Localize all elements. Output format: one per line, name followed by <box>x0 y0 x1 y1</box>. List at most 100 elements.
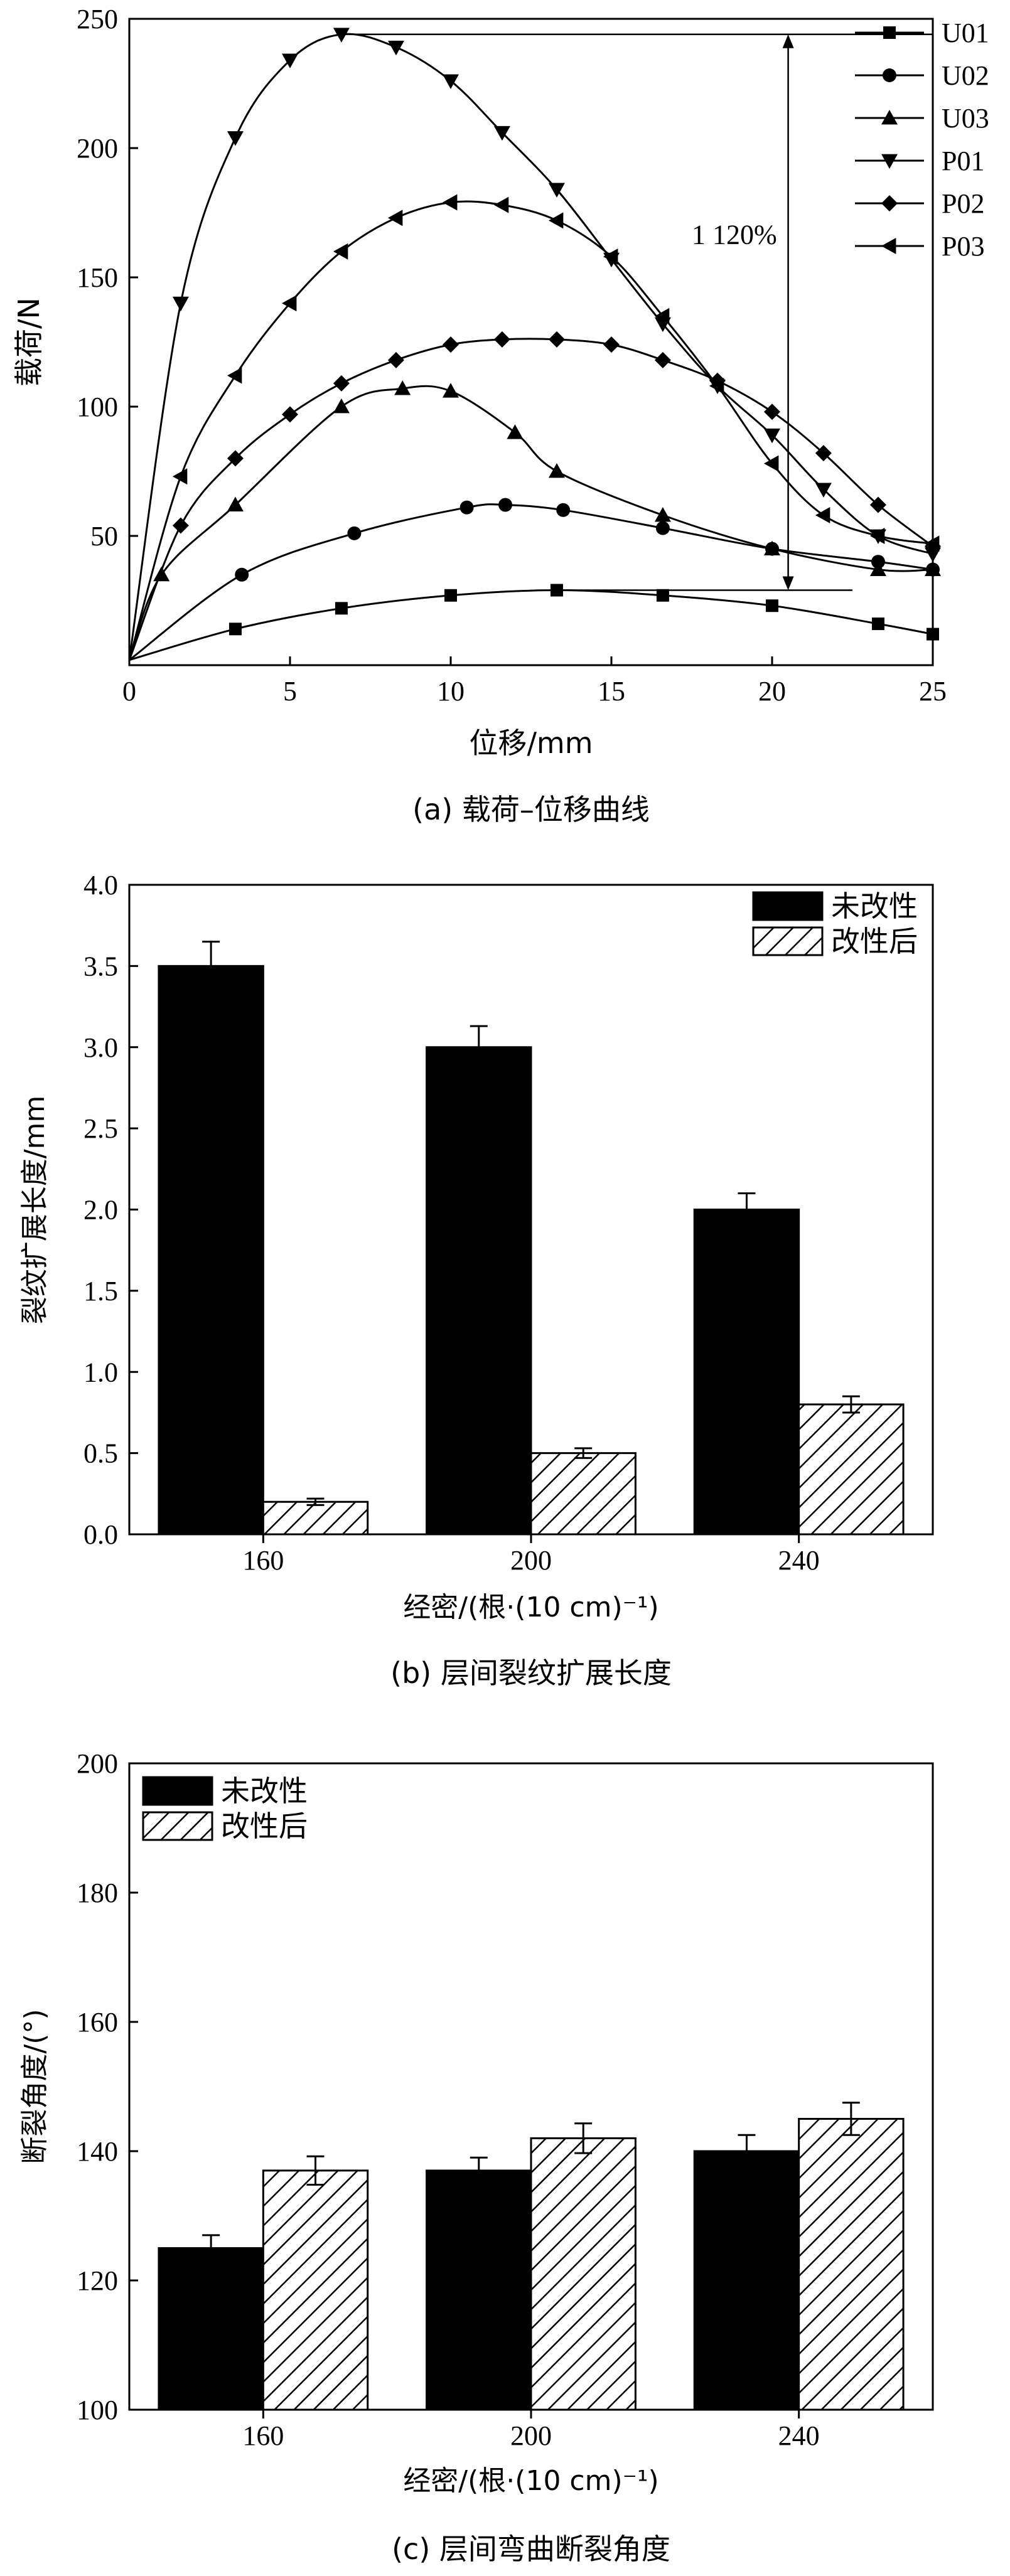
data-point-P01 <box>815 483 832 498</box>
data-point-P03 <box>603 249 618 265</box>
legend-item-modified: 改性后 <box>752 924 918 958</box>
legend-item-P01: P01 <box>855 146 984 176</box>
data-point-P01 <box>387 40 404 56</box>
x-tick-label: 160 <box>242 1545 284 1576</box>
bar-unmodified <box>426 1046 532 1536</box>
data-point-P01 <box>925 547 941 562</box>
data-point-U02 <box>347 526 362 540</box>
data-point-P02 <box>603 336 620 353</box>
data-point-P03 <box>869 528 885 544</box>
data-point-P03 <box>387 210 403 227</box>
data-point-U03 <box>394 380 411 395</box>
bar-unmodified <box>693 1209 800 1536</box>
data-point-P03 <box>654 307 670 324</box>
panel-caption: (b) 层间裂纹扩展长度 <box>390 1656 672 1690</box>
x-tick-label: 200 <box>510 1545 552 1576</box>
x-tick-label: 0 <box>122 676 136 707</box>
data-point-U03 <box>925 561 941 576</box>
data-point-P03 <box>709 378 724 395</box>
data-point-P03 <box>925 535 940 552</box>
bar-unmodified <box>158 965 264 1536</box>
legend-label: U03 <box>942 103 989 134</box>
legend-label: 未改性 <box>221 1774 308 1808</box>
legend-item-P02: P02 <box>855 188 984 219</box>
bar-modified <box>262 2169 369 2411</box>
x-tick-label: 20 <box>758 676 786 707</box>
data-point-U02 <box>655 521 670 535</box>
y-tick-label: 0.5 <box>83 1438 118 1469</box>
data-point-P03 <box>333 243 348 260</box>
data-point-P03 <box>227 367 242 384</box>
data-point-U01 <box>335 602 348 615</box>
data-point-P01 <box>548 183 565 198</box>
data-point-P02 <box>172 517 189 534</box>
data-point-P01 <box>282 53 298 68</box>
bar-modified <box>798 1403 905 1536</box>
data-point-U02 <box>498 498 513 512</box>
legend-label: P02 <box>942 188 984 219</box>
legend-marker-P03 <box>881 238 896 254</box>
annotation-arrowhead-down <box>782 576 794 591</box>
bar-unmodified <box>426 2169 532 2411</box>
legend-item-unmodified: 未改性 <box>142 1774 308 1808</box>
legend-swatch <box>142 1811 213 1841</box>
y-tick-label: 0.0 <box>83 1519 118 1550</box>
y-tick-label: 250 <box>77 4 118 35</box>
data-point-P02 <box>387 351 404 368</box>
x-tick-label: 15 <box>598 676 625 707</box>
data-point-P02 <box>227 450 244 467</box>
data-point-P01 <box>443 74 459 89</box>
legend-item-P03: P03 <box>855 231 984 262</box>
legend-marker-P02 <box>881 195 898 211</box>
y-tick-label: 200 <box>77 133 118 164</box>
legend-marker-U01 <box>883 26 896 39</box>
y-axis-label: 载荷/N <box>12 297 46 387</box>
data-point-P02 <box>493 331 510 348</box>
legend-label: P03 <box>942 231 984 262</box>
load-displacement-chart: 0 5 10 15 20 25 50 100 150 200 250 1 120% U01 U02 U0… <box>12 4 989 826</box>
legend-marker-U03 <box>881 110 898 125</box>
data-point-P01 <box>333 28 350 43</box>
data-point-U03 <box>654 507 671 522</box>
series-line-U02 <box>129 503 933 661</box>
x-tick-label: 25 <box>919 676 947 707</box>
panel-caption: (a) 载荷–位移曲线 <box>412 793 650 826</box>
y-tick-label: 2.5 <box>83 1113 118 1144</box>
bar-modified <box>798 2118 905 2411</box>
legend-marker-P01 <box>881 154 898 169</box>
x-axis-label: 经密/(根·(10 cm)⁻¹) <box>403 2465 658 2497</box>
legend-item-U02: U02 <box>855 60 989 91</box>
series-line-U03 <box>129 385 933 661</box>
legend-swatch <box>752 891 824 921</box>
data-point-U03 <box>764 540 780 555</box>
y-tick-label: 50 <box>90 521 118 552</box>
y-tick-label: 120 <box>77 2265 118 2296</box>
y-tick-label: 200 <box>77 1748 118 1779</box>
data-point-U03 <box>333 398 350 414</box>
y-tick-label: 180 <box>77 1878 118 1908</box>
annotation-arrowhead-up <box>782 34 794 48</box>
data-point-P02 <box>443 336 459 353</box>
series-line-U01 <box>129 589 933 661</box>
data-point-U01 <box>444 589 457 602</box>
annotation-label: 1 120% <box>692 219 777 250</box>
data-point-U02 <box>459 500 474 515</box>
data-point-P02 <box>282 406 298 423</box>
data-point-U01 <box>927 628 939 641</box>
bar-unmodified <box>158 2247 264 2411</box>
legend-label: U02 <box>942 60 989 91</box>
data-point-P01 <box>493 126 510 141</box>
data-point-P03 <box>764 455 779 472</box>
data-point-U03 <box>869 561 886 576</box>
data-point-U03 <box>507 424 524 439</box>
legend-label: 改性后 <box>831 924 918 958</box>
y-tick-label: 3.0 <box>83 1032 118 1063</box>
legend-label: P01 <box>942 146 984 176</box>
y-tick-label: 140 <box>77 2136 118 2167</box>
data-point-P03 <box>548 212 564 229</box>
data-point-U01 <box>228 623 242 636</box>
data-point-U03 <box>443 383 459 398</box>
x-axis-label: 经密/(根·(10 cm)⁻¹) <box>403 1591 658 1623</box>
y-axis-label: 断裂角度/(°) <box>19 2009 51 2164</box>
